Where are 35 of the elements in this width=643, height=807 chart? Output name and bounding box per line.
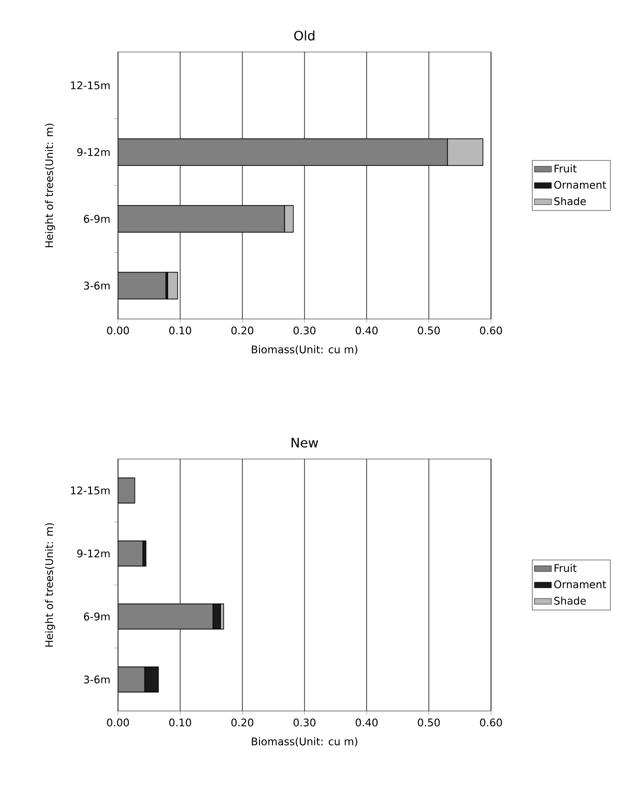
y-tick-label: 9-12m <box>77 148 110 156</box>
x-axis-title: Biomass(Unit: cu m) <box>252 345 358 355</box>
y-tick-label: 3-6m <box>84 676 110 684</box>
legend-label: Shade <box>554 596 586 605</box>
x-tick-label: 0.50 <box>418 718 440 726</box>
y-tick-label: 12-15m <box>71 486 110 494</box>
legend-label: Shade <box>554 197 586 206</box>
x-tick-label: 0.40 <box>356 326 378 334</box>
x-tick-label: 0.10 <box>169 718 192 726</box>
legend-label: Ornament <box>554 180 606 189</box>
legend-label: Fruit <box>554 564 577 572</box>
y-tick-label: 6-9m <box>84 214 110 223</box>
x-tick-label: 0.60 <box>480 718 502 726</box>
x-axis-title: Biomass(Unit: cu m) <box>252 737 358 747</box>
x-tick-label: 0.40 <box>356 718 378 726</box>
y-tick-label: 6-9m <box>84 612 110 620</box>
x-tick-label: 0.30 <box>294 718 316 726</box>
x-tick-label: 0.00 <box>107 326 129 334</box>
x-tick-label: 0.20 <box>231 718 254 726</box>
x-tick-label: 0.30 <box>294 326 316 334</box>
x-tick-label: 0.60 <box>480 326 502 334</box>
bar <box>167 272 178 300</box>
y-axis-title: Height of trees(Unit: m) <box>44 124 56 248</box>
chart-title: New <box>292 438 318 448</box>
legend-label: Ornament <box>554 580 606 588</box>
y-axis-title: Height of trees(Unit: m) <box>44 523 56 647</box>
chart-title: Old <box>294 30 314 40</box>
x-tick-label: 0.00 <box>107 718 129 726</box>
x-tick-label: 0.20 <box>231 326 254 334</box>
y-tick-label: 12-15m <box>71 81 110 90</box>
y-tick-label: 3-6m <box>84 282 110 290</box>
x-tick-label: 0.50 <box>418 326 440 334</box>
x-tick-label: 0.10 <box>169 326 192 334</box>
legend-label: Fruit <box>554 164 577 173</box>
y-tick-label: 9-12m <box>77 550 110 558</box>
